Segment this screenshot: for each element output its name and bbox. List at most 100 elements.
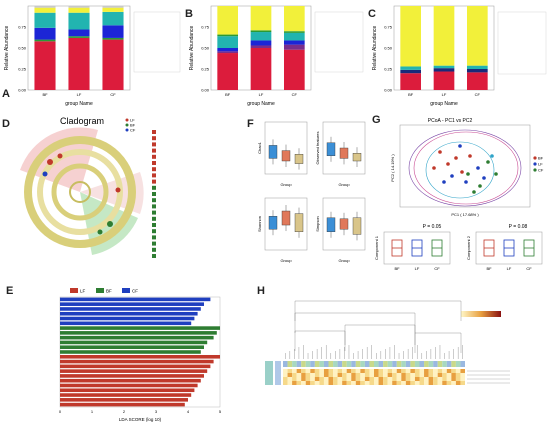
y-tick-label: 0.25: [18, 67, 27, 72]
cladogram-core: [69, 181, 91, 203]
heatmap-cell: [310, 377, 315, 381]
y-tick-label: 0.75: [384, 25, 393, 30]
heatmap-cell: [328, 369, 334, 373]
cladogram-taxa-legend: [152, 130, 156, 258]
x-tick-label: 1: [91, 409, 94, 414]
x-axis-label: group Name: [430, 101, 458, 107]
clade-node: [47, 159, 53, 165]
pcoa-ellipse-inner: [425, 141, 495, 199]
y-tick-label: 0.00: [18, 88, 27, 93]
stacked-bar-segment: [400, 73, 421, 90]
stacked-bar-segment: [433, 71, 455, 90]
heatmap-dendrogram: [285, 300, 463, 359]
group-annotation-cell: [396, 361, 402, 367]
lda-bar: [60, 340, 208, 345]
heatmap-cell: [328, 381, 334, 385]
group-annotation-cell: [410, 361, 415, 367]
heatmap-cell: [442, 373, 447, 377]
clade-node: [115, 187, 121, 193]
heatmap-cell: [305, 373, 311, 377]
legend-swatch-bf: [96, 288, 104, 293]
heatmap-cell: [360, 369, 365, 373]
heatmap-cell: [292, 381, 297, 385]
box: [268, 215, 278, 230]
heatmap-cell: [301, 369, 306, 373]
group-annotation-cell: [292, 361, 297, 367]
heatmap-cell: [428, 373, 434, 377]
legend-label-cf: CF: [132, 289, 138, 294]
heatmap-cell: [374, 369, 379, 373]
group-annotation-cell: [460, 361, 465, 367]
stacked-bar-segment: [102, 37, 124, 40]
pcoa-point: [466, 172, 470, 176]
legend-label-bf: BF: [106, 289, 112, 294]
lda-bar: [60, 321, 192, 326]
row-group-annotation: [275, 361, 281, 385]
stacked-bar-segment: [284, 44, 305, 50]
heatmap-cell: [428, 377, 434, 381]
heatmap-cell: [396, 381, 402, 385]
stacked-bar-segment: [250, 6, 272, 31]
taxon-color-swatch: [152, 167, 156, 172]
heatmap-cell: [401, 369, 406, 373]
group-annotation-cell: [451, 361, 456, 367]
heatmap-cell: [287, 377, 293, 381]
cladogram-legend: LF BF CF: [125, 118, 136, 133]
group-annotation-cell: [401, 361, 406, 367]
stacked-bar-segment: [217, 51, 238, 54]
heatmap-cell: [405, 377, 411, 381]
x-axis-label: group Name: [247, 101, 275, 107]
group-annotation-cell: [337, 361, 343, 367]
lda-bar: [60, 402, 185, 407]
taxon-color-swatch: [152, 223, 156, 227]
stacked-bar-segment: [68, 7, 90, 13]
stacked-bar-segment: [217, 6, 238, 35]
stacked-bar-segment: [467, 72, 488, 90]
heatmap-color-legend: [461, 311, 501, 317]
heatmap-cell: [433, 369, 438, 373]
pcoa-x-label: PC1 ( 17.68% ): [451, 212, 479, 217]
lda-x-label: LDA SCORE (log 10): [119, 417, 162, 422]
stacked-bar-segment: [68, 6, 90, 8]
heatmap-cell: [433, 377, 438, 381]
heatmap-cell: [355, 381, 361, 385]
pcoa-point: [478, 184, 482, 188]
heatmap-cell: [387, 369, 393, 373]
lda-bar: [60, 364, 211, 369]
box: [352, 217, 362, 235]
heatmap-cell: [387, 377, 393, 381]
heatmap-cell: [346, 373, 352, 377]
heatmap-cell: [342, 381, 347, 385]
panel-letter: B: [185, 8, 193, 20]
heatmap-cell: [360, 377, 365, 381]
heatmap-cell: [360, 373, 365, 377]
pcoa-point: [486, 160, 490, 164]
y-tick-label: 0.25: [201, 67, 210, 72]
heatmap-cell: [428, 369, 434, 373]
color-scale: [461, 311, 501, 317]
pcoa-title: PCoA - PC1 vs PC2: [428, 118, 473, 124]
component-x-label: CF: [434, 266, 440, 271]
group-annotation-cell: [374, 361, 379, 367]
panel-g: G PCoA - PC1 vs PC2 PC1 ( 17.68% ) PC2 (…: [370, 112, 550, 272]
legend-dot-bf: [533, 156, 537, 160]
heatmap-cell: [424, 381, 429, 385]
stacked-bar-segment: [284, 40, 305, 45]
heatmap-cell: [446, 369, 452, 373]
boxplot-y-label: Chao1: [257, 141, 262, 154]
heatmap-cell: [292, 377, 297, 381]
panel-e: E LF BF CF 0 1 2 3 4 5 LDA SCORE (log 10): [0, 275, 235, 424]
heatmap-cell: [401, 377, 406, 381]
x-tick-label: 4: [187, 409, 190, 414]
component-x-label: BF: [394, 266, 400, 271]
group-annotation-cell: [287, 361, 293, 367]
panel-letter: G: [372, 114, 381, 126]
taxon-color-swatch: [152, 136, 156, 141]
panel-letter: H: [257, 285, 265, 297]
heatmap-cell: [374, 377, 379, 381]
heatmap-cell: [333, 377, 338, 381]
cladogram: Cladogram LF BF CF: [20, 116, 156, 258]
heatmap-cell: [419, 373, 425, 377]
heatmap-cell: [392, 369, 397, 373]
group-annotation-cell: [437, 361, 443, 367]
